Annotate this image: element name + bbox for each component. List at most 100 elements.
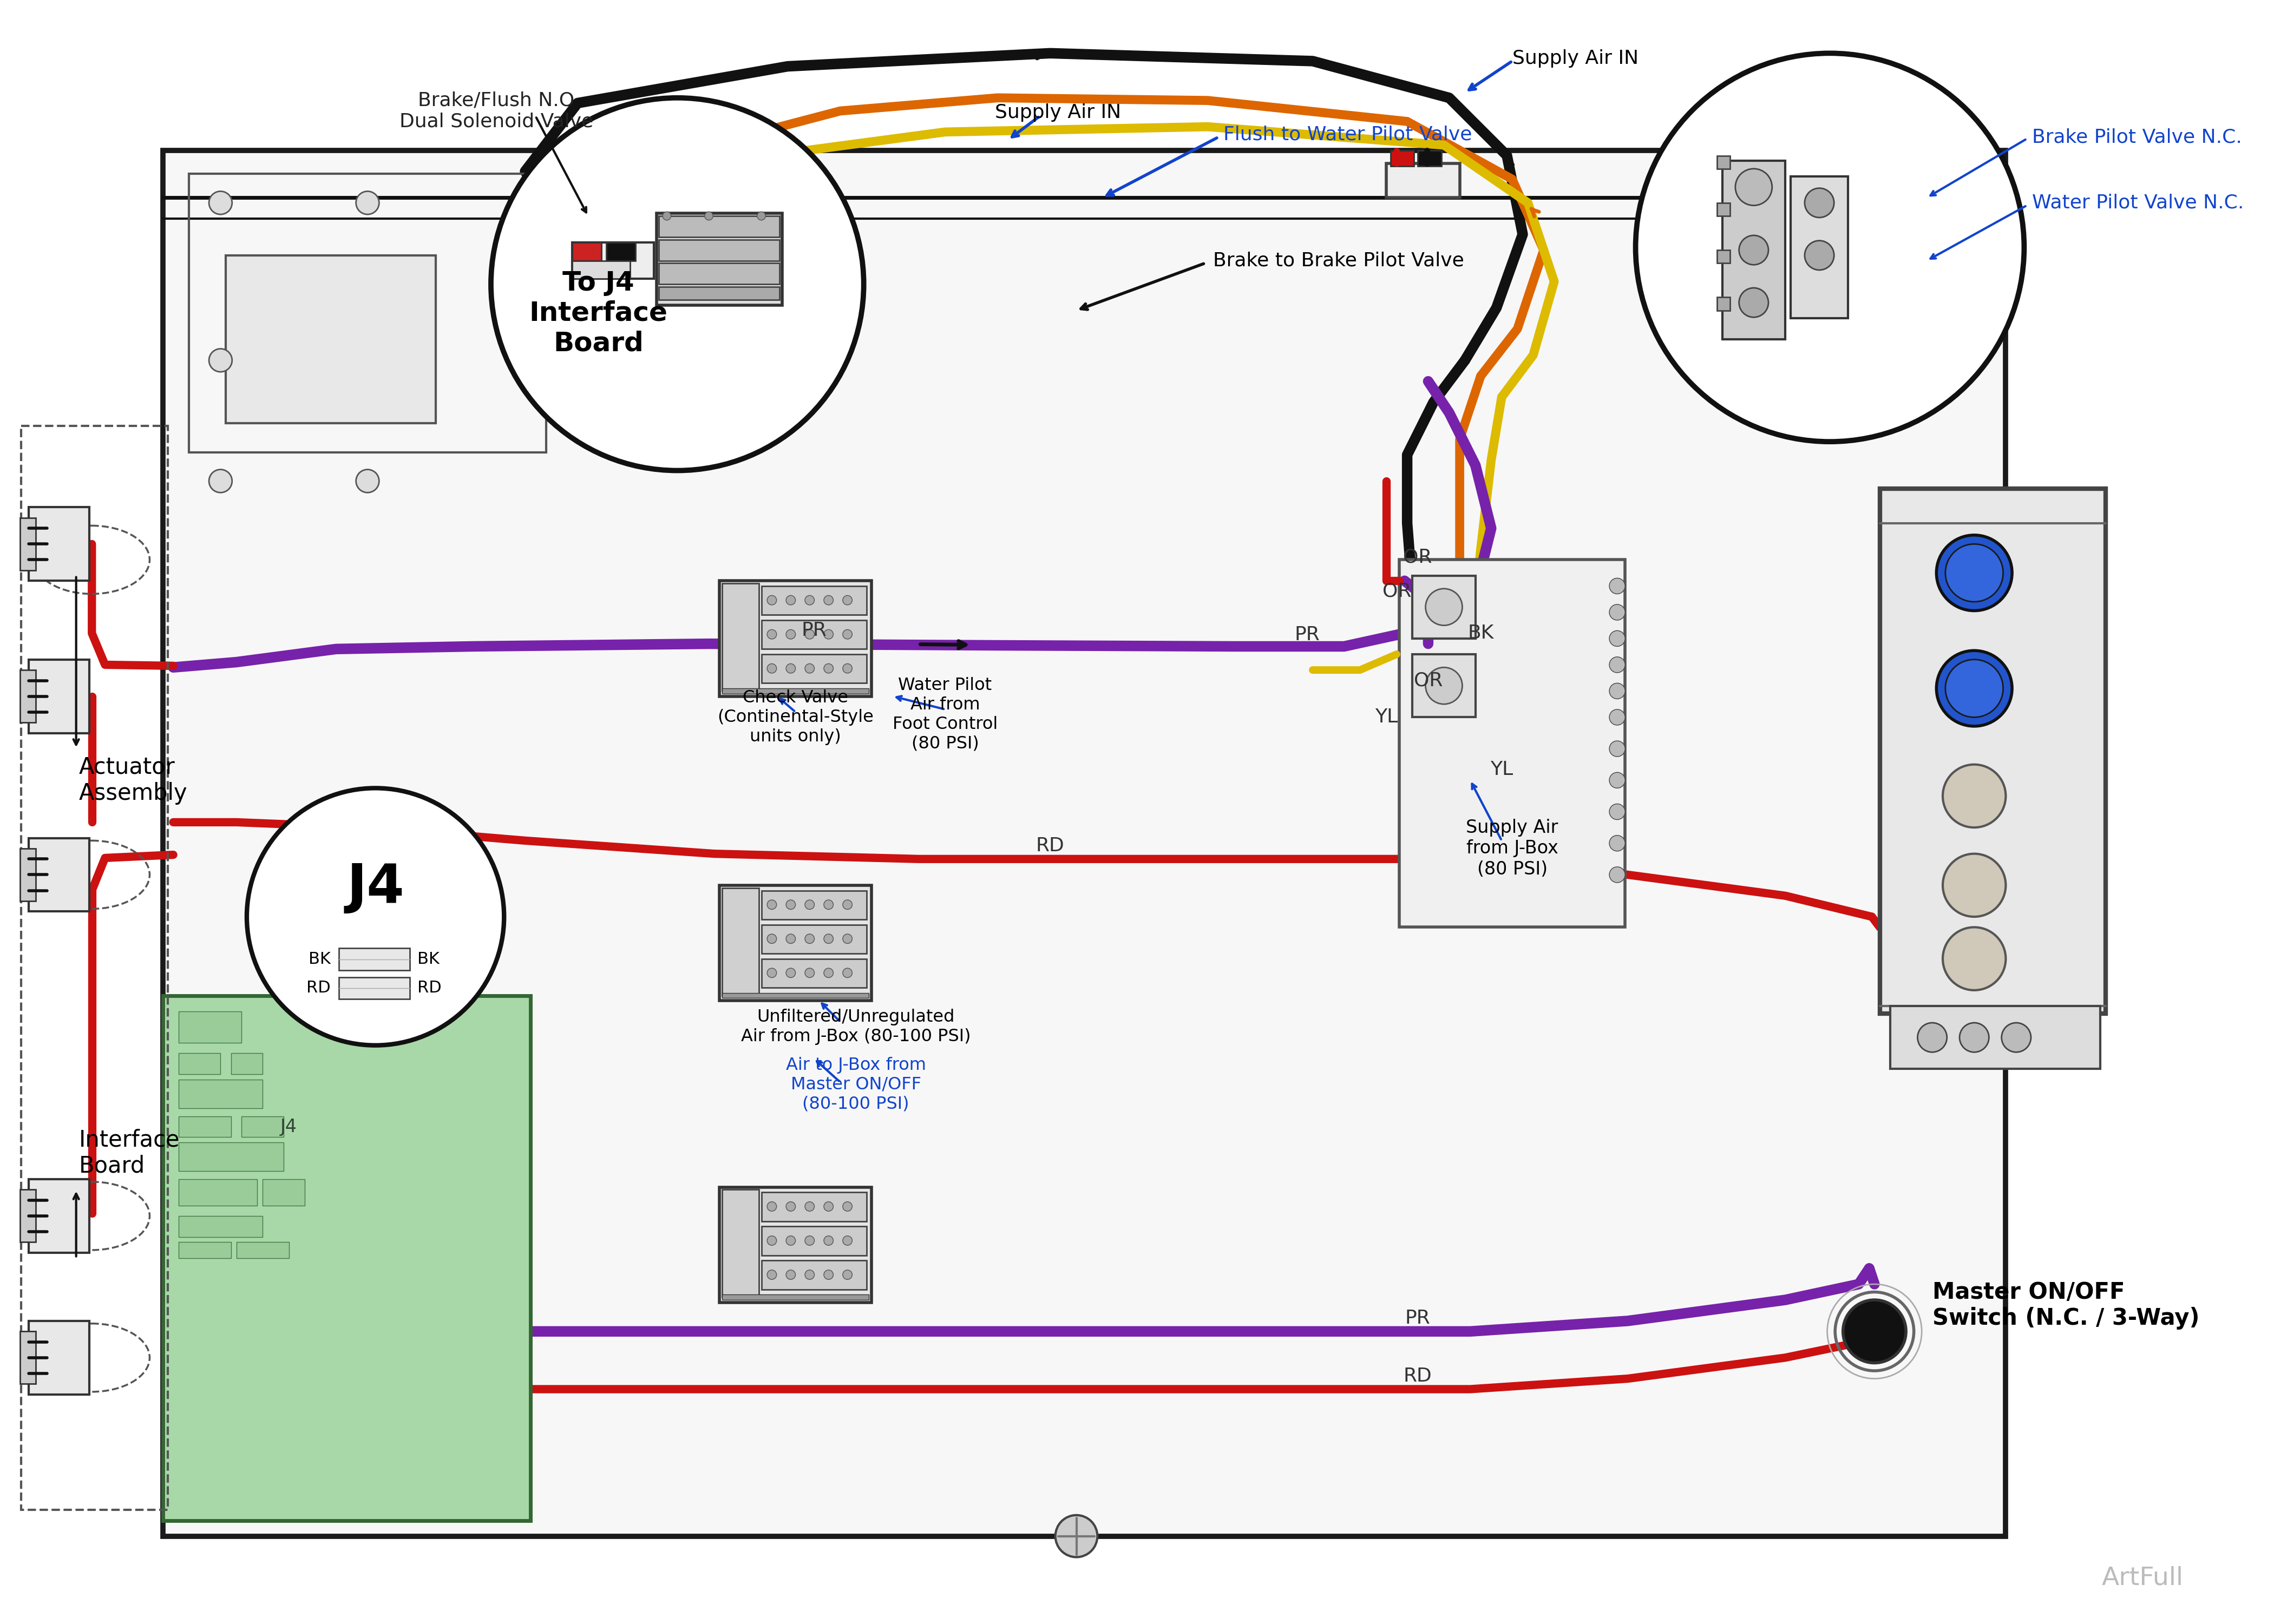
Circle shape xyxy=(248,788,505,1046)
Bar xyxy=(225,255,437,424)
Bar xyxy=(1721,161,1785,339)
Bar xyxy=(339,948,409,970)
Bar xyxy=(232,1054,262,1073)
Text: Supply Air IN: Supply Air IN xyxy=(996,104,1121,122)
Bar xyxy=(762,890,866,919)
Circle shape xyxy=(1426,588,1462,625)
Bar xyxy=(164,151,2006,1536)
Circle shape xyxy=(1917,1023,1947,1052)
Bar xyxy=(20,1190,36,1242)
Text: RD: RD xyxy=(1403,1367,1433,1385)
Circle shape xyxy=(1937,534,2012,611)
Circle shape xyxy=(787,1202,796,1212)
Circle shape xyxy=(805,596,814,604)
Circle shape xyxy=(787,664,796,674)
Bar xyxy=(762,1260,866,1289)
Circle shape xyxy=(844,1236,853,1246)
Circle shape xyxy=(1942,765,2006,828)
Text: Supply Air IN: Supply Air IN xyxy=(1512,49,1637,68)
Bar xyxy=(1790,177,1849,318)
Circle shape xyxy=(823,664,832,674)
Text: PR: PR xyxy=(800,622,825,640)
Circle shape xyxy=(766,1236,775,1246)
Circle shape xyxy=(844,934,853,944)
Bar xyxy=(721,1294,869,1299)
Circle shape xyxy=(844,900,853,909)
Circle shape xyxy=(844,596,853,604)
Bar xyxy=(657,213,782,305)
Bar xyxy=(762,1192,866,1221)
Circle shape xyxy=(766,596,775,604)
Bar xyxy=(236,1242,289,1259)
Bar xyxy=(1387,164,1460,198)
Bar xyxy=(659,287,780,300)
Text: Master ON/OFF
Switch (N.C. / 3-Way): Master ON/OFF Switch (N.C. / 3-Way) xyxy=(1933,1281,2199,1330)
Circle shape xyxy=(1944,544,2003,603)
Bar xyxy=(189,174,546,451)
Circle shape xyxy=(787,596,796,604)
Circle shape xyxy=(1426,667,1462,705)
Bar xyxy=(762,654,866,684)
Circle shape xyxy=(1055,1515,1098,1557)
Circle shape xyxy=(844,664,853,674)
Bar xyxy=(719,1187,871,1302)
Bar xyxy=(20,425,168,1510)
Bar xyxy=(1412,575,1476,638)
Circle shape xyxy=(805,1202,814,1212)
Circle shape xyxy=(1806,188,1835,218)
Circle shape xyxy=(1960,1023,1990,1052)
Circle shape xyxy=(844,1270,853,1280)
Bar xyxy=(1890,1005,2101,1069)
Circle shape xyxy=(209,192,232,214)
Circle shape xyxy=(209,469,232,492)
Text: Water Pilot Valve N.C.: Water Pilot Valve N.C. xyxy=(2033,193,2244,213)
Circle shape xyxy=(491,97,864,471)
Circle shape xyxy=(844,1202,853,1212)
Circle shape xyxy=(1610,630,1626,646)
Bar xyxy=(1717,297,1731,310)
Bar xyxy=(180,1012,241,1043)
Circle shape xyxy=(1610,741,1626,757)
Bar xyxy=(721,1190,760,1298)
Text: Check Valve
(Continental-Style
units only): Check Valve (Continental-Style units onl… xyxy=(716,690,873,745)
Circle shape xyxy=(1635,54,2024,442)
Bar xyxy=(30,838,89,911)
Text: Air to J-Box from
Master ON/OFF
(80-100 PSI): Air to J-Box from Master ON/OFF (80-100 … xyxy=(787,1057,926,1112)
Circle shape xyxy=(1740,235,1769,265)
Circle shape xyxy=(766,1202,775,1212)
Circle shape xyxy=(805,1270,814,1280)
Bar xyxy=(762,1226,866,1255)
Circle shape xyxy=(1937,651,2012,726)
Circle shape xyxy=(1735,169,1771,206)
Bar xyxy=(721,689,869,693)
Bar xyxy=(30,1320,89,1395)
Circle shape xyxy=(1610,604,1626,620)
Circle shape xyxy=(1942,927,2006,991)
Circle shape xyxy=(805,664,814,674)
Text: J4: J4 xyxy=(346,862,405,914)
Circle shape xyxy=(1610,773,1626,788)
Circle shape xyxy=(844,968,853,978)
Bar xyxy=(180,1216,262,1237)
Circle shape xyxy=(1944,659,2003,718)
Circle shape xyxy=(823,900,832,909)
Circle shape xyxy=(662,211,671,221)
Bar xyxy=(180,1179,257,1205)
Text: OR: OR xyxy=(1383,581,1412,601)
Bar xyxy=(719,885,871,1000)
Bar xyxy=(180,1116,232,1137)
Circle shape xyxy=(1610,656,1626,672)
Circle shape xyxy=(823,596,832,604)
Bar xyxy=(180,1054,221,1073)
Circle shape xyxy=(1806,240,1835,270)
Text: Supply Air
from J-Box
(80 PSI): Supply Air from J-Box (80 PSI) xyxy=(1467,818,1558,879)
Circle shape xyxy=(1610,710,1626,726)
Circle shape xyxy=(1740,287,1769,317)
Circle shape xyxy=(805,934,814,944)
Text: Unfiltered/Unregulated
Air from J-Box (80-100 PSI): Unfiltered/Unregulated Air from J-Box (8… xyxy=(741,1009,971,1044)
Bar xyxy=(262,1179,305,1205)
Circle shape xyxy=(1610,684,1626,698)
Bar xyxy=(1717,250,1731,263)
Circle shape xyxy=(805,1236,814,1246)
Bar xyxy=(20,671,36,723)
